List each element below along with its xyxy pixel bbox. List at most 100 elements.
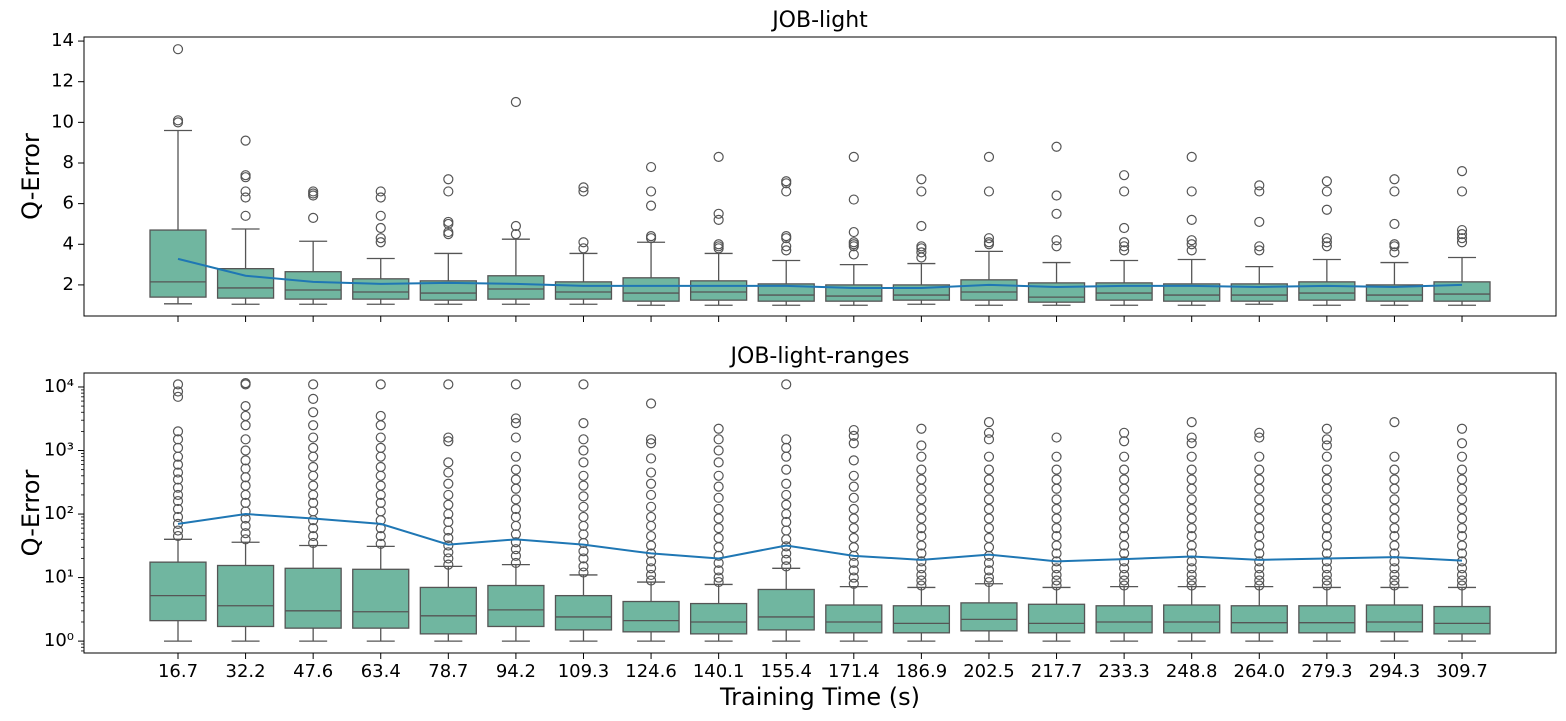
outlier [848, 542, 859, 553]
outlier [713, 523, 724, 534]
box [1433, 605, 1491, 635]
outlier [983, 417, 995, 428]
outlier [1321, 464, 1332, 475]
outlier [1456, 186, 1468, 197]
outlier [1186, 245, 1197, 256]
outlier [1186, 563, 1197, 574]
outlier [848, 492, 859, 503]
outlier [983, 494, 995, 505]
outlier [1186, 214, 1197, 225]
box [1365, 284, 1424, 302]
outlier [1389, 174, 1400, 185]
outlier [848, 565, 859, 576]
outlier [713, 572, 724, 583]
box [1095, 282, 1153, 301]
outlier [1456, 233, 1468, 244]
outlier [443, 553, 454, 564]
outlier [510, 503, 522, 515]
y-tick-label: 10¹ [44, 567, 74, 588]
outlier [645, 233, 657, 244]
outlier [375, 470, 386, 481]
y-axis-label: Q-Error [17, 133, 45, 220]
outlier [916, 548, 927, 559]
outlier [1321, 451, 1332, 462]
outlier [713, 445, 724, 456]
outlier [848, 455, 859, 466]
outlier [308, 523, 319, 534]
y-tick-label: 10 [51, 111, 74, 132]
outlier [375, 506, 386, 517]
outlier [1119, 451, 1130, 462]
box [149, 561, 207, 622]
outlier [1456, 229, 1468, 240]
box [216, 564, 275, 628]
outlier [713, 470, 724, 481]
outlier [1186, 451, 1197, 462]
outlier [1456, 464, 1468, 475]
outlier [916, 451, 927, 462]
outlier [1051, 563, 1062, 574]
box [1298, 281, 1356, 301]
y-tick-label: 4 [63, 233, 74, 254]
outlier [240, 192, 251, 203]
outlier [1254, 503, 1265, 515]
outlier [172, 391, 184, 402]
outlier [645, 200, 657, 211]
outlier [1119, 530, 1130, 542]
outlier [375, 233, 386, 244]
outlier [510, 229, 522, 240]
box [1433, 281, 1491, 302]
outlier [645, 398, 657, 409]
outlier [308, 186, 319, 197]
outlier [172, 459, 184, 470]
outlier [443, 559, 454, 570]
outlier [916, 440, 927, 451]
outlier [983, 532, 995, 544]
x-axis-label: Training Time (s) [719, 683, 920, 711]
outlier [240, 186, 251, 197]
axes-frame [83, 36, 1557, 317]
box [689, 602, 748, 635]
outlier [1186, 464, 1197, 475]
outlier [375, 186, 386, 197]
x-tick-label: 217.7 [1031, 661, 1083, 682]
outlier [848, 249, 859, 260]
outlier [172, 426, 184, 437]
outlier [848, 438, 859, 449]
outlier [645, 520, 657, 532]
outlier [375, 497, 386, 508]
outlier [983, 572, 995, 583]
outlier [781, 241, 792, 252]
outlier [578, 470, 589, 481]
outlier [1186, 548, 1197, 559]
outlier [1051, 503, 1062, 515]
outlier [1051, 580, 1062, 591]
outlier [848, 523, 859, 534]
outlier [578, 511, 589, 523]
outlier [1389, 241, 1400, 252]
outlier [578, 237, 589, 248]
outlier [240, 534, 251, 545]
outlier [916, 530, 927, 542]
outlier [443, 547, 454, 558]
outlier [172, 495, 184, 507]
box [757, 588, 815, 631]
outlier [645, 186, 657, 197]
outlier [375, 192, 386, 203]
outlier [1321, 503, 1332, 515]
outlier [578, 243, 589, 254]
outlier [443, 432, 454, 443]
outlier [983, 474, 995, 485]
outlier [510, 220, 522, 232]
outlier [1389, 186, 1400, 197]
outlier [1456, 569, 1468, 581]
outlier [1321, 575, 1332, 586]
outlier [781, 525, 792, 536]
outlier [1186, 186, 1197, 197]
y-tick-label: 12 [51, 71, 74, 92]
outlier [916, 220, 927, 232]
box [419, 280, 477, 301]
outlier [1186, 513, 1197, 524]
outlier [1254, 483, 1265, 494]
outlier [848, 424, 859, 436]
